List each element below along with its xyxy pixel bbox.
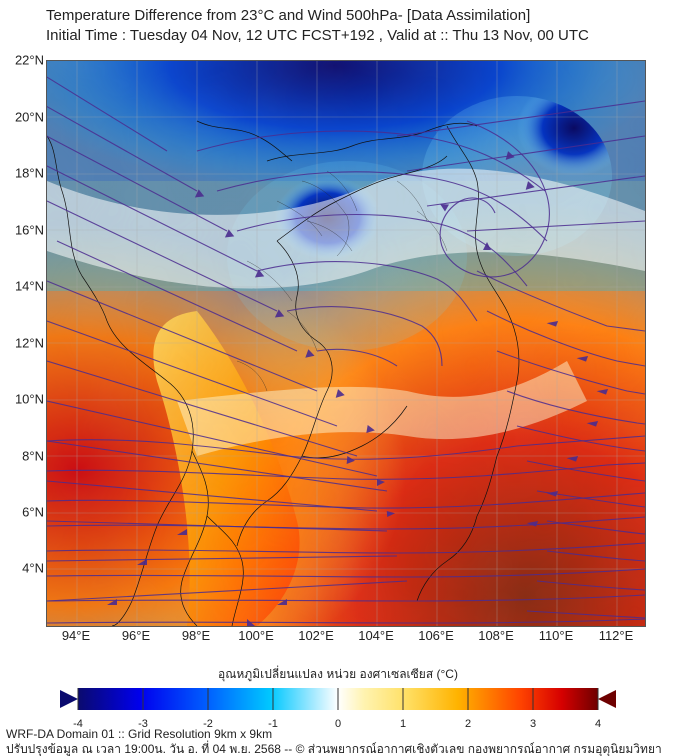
xtick-7: 108°E (471, 628, 521, 643)
ytick-2: 18°N (0, 166, 44, 181)
app-root: Temperature Difference from 23°C and Win… (0, 0, 676, 756)
ytick-0: 22°N (0, 53, 44, 68)
title-block: Temperature Difference from 23°C and Win… (46, 6, 589, 46)
colorbar[interactable]: อุณหภูมิเปลี่ยนแปลง หน่วย องศาเซลเซียส (… (60, 665, 616, 731)
xtick-5: 104°E (351, 628, 401, 643)
xtick-8: 110°E (531, 628, 581, 643)
ytick-5: 12°N (0, 336, 44, 351)
ytick-1: 20°N (0, 110, 44, 125)
colorbar-title: อุณหภูมิเปลี่ยนแปลง หน่วย องศาเซลเซียส (… (60, 665, 616, 684)
xtick-9: 112°E (591, 628, 641, 643)
xtick-1: 96°E (111, 628, 161, 643)
footer-line1: WRF-DA Domain 01 :: Grid Resolution 9km … (6, 727, 662, 742)
xtick-2: 98°E (171, 628, 221, 643)
ytick-9: 4°N (0, 561, 44, 576)
footer-block: WRF-DA Domain 01 :: Grid Resolution 9km … (6, 727, 662, 756)
xtick-4: 102°E (291, 628, 341, 643)
title-line1: Temperature Difference from 23°C and Win… (46, 6, 589, 26)
xtick-3: 100°E (231, 628, 281, 643)
ytick-6: 10°N (0, 392, 44, 407)
title-line2: Initial Time : Tuesday 04 Nov, 12 UTC FC… (46, 26, 589, 46)
ytick-4: 14°N (0, 279, 44, 294)
ytick-3: 16°N (0, 223, 44, 238)
xtick-0: 94°E (51, 628, 101, 643)
ytick-7: 8°N (0, 449, 44, 464)
footer-line2: ปรับปรุงข้อมูล ณ เวลา 19:00น. วัน อ. ที่… (6, 742, 662, 756)
xtick-6: 106°E (411, 628, 461, 643)
ytick-8: 6°N (0, 505, 44, 520)
map-plot-area[interactable] (46, 60, 646, 627)
